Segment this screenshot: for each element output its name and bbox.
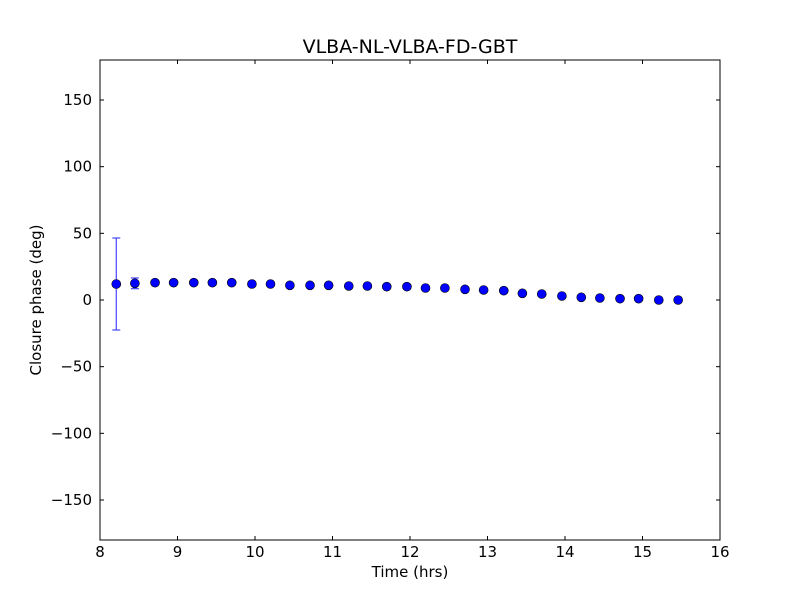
data-point <box>653 295 664 305</box>
data-point <box>595 293 605 303</box>
data-point <box>460 284 470 295</box>
y-tick-label: 150 <box>63 91 92 109</box>
data-marks <box>111 237 683 331</box>
data-point <box>188 277 199 288</box>
data-point <box>381 281 392 292</box>
data-point <box>168 277 179 288</box>
x-tick-label: 14 <box>555 543 574 561</box>
data-point <box>247 279 257 289</box>
x-tick-label: 9 <box>173 543 183 561</box>
y-tick-label: −100 <box>51 424 92 442</box>
data-point <box>536 289 547 299</box>
y-tick-label: 100 <box>63 158 92 176</box>
data-point <box>576 292 587 303</box>
y-tick-label: −50 <box>60 358 92 376</box>
data-point <box>265 279 276 289</box>
axis-ticks: 8 9 10 11 12 13 14 15 16 −150 −100 −50 0 50 100 150 <box>51 60 730 561</box>
data-point <box>478 285 489 295</box>
x-tick-label: 13 <box>478 543 497 561</box>
data-point <box>673 295 683 305</box>
data-point <box>362 281 373 291</box>
y-tick-label: 50 <box>73 224 92 242</box>
data-point <box>226 277 237 288</box>
data-point <box>343 281 354 291</box>
y-tick-label: −150 <box>51 491 92 509</box>
data-point <box>557 291 567 301</box>
data-point <box>111 279 122 289</box>
x-tick-label: 10 <box>245 543 264 561</box>
plot-frame <box>99 59 721 541</box>
data-point <box>498 285 509 296</box>
x-tick-label: 15 <box>633 543 652 561</box>
y-tick-label: 0 <box>82 291 92 309</box>
data-point <box>615 293 625 304</box>
x-axis-label: Time (hrs) <box>371 563 449 581</box>
data-point <box>633 293 644 304</box>
data-point <box>402 281 412 292</box>
data-point <box>323 280 334 291</box>
x-tick-label: 11 <box>323 543 342 561</box>
data-point <box>305 280 315 291</box>
data-point <box>517 288 528 299</box>
x-tick-label: 12 <box>400 543 419 561</box>
chart-title: VLBA-NL-VLBA-FD-GBT <box>303 36 518 58</box>
data-point <box>150 277 160 288</box>
data-point <box>130 278 140 289</box>
data-point <box>420 283 431 293</box>
x-tick-label: 16 <box>710 543 729 561</box>
data-point <box>207 277 218 288</box>
y-axis-label: Closure phase (deg) <box>27 225 45 376</box>
data-point <box>285 280 295 291</box>
data-point <box>440 283 450 293</box>
x-tick-label: 8 <box>95 543 105 561</box>
